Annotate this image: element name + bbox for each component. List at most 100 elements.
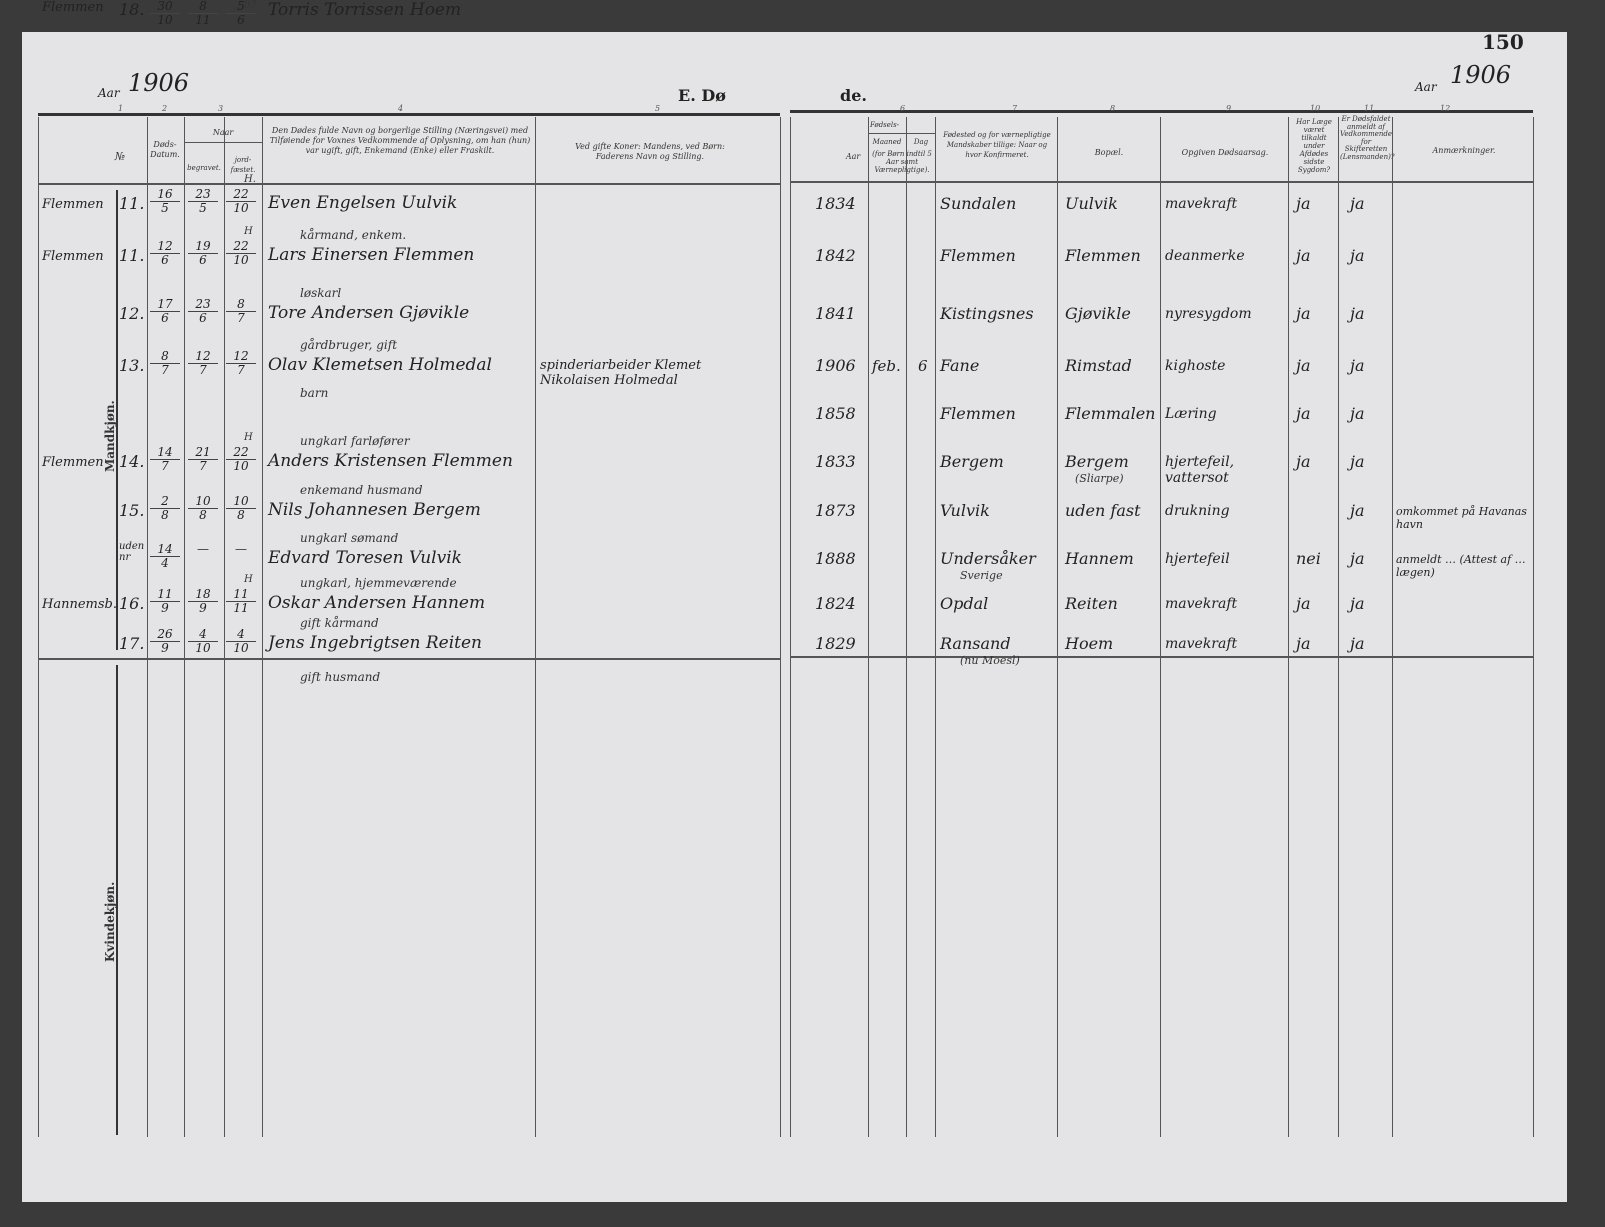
- entry-doctor: ja: [1296, 594, 1311, 613]
- rule: [184, 142, 262, 143]
- date-part: —: [197, 542, 209, 556]
- entry-birthplace: Fane: [940, 356, 980, 375]
- entry-buried-date: 4 10: [188, 628, 218, 655]
- entry-day: 6: [918, 357, 928, 375]
- date-part: 9: [161, 601, 169, 615]
- entry-residence: Hannem: [1065, 549, 1134, 568]
- entry-residence: Reiten: [1065, 594, 1118, 613]
- date-part: 11: [233, 601, 249, 615]
- entry-occupation: enkemand husmand: [300, 483, 423, 497]
- entry-reported: ja: [1350, 356, 1365, 375]
- entry-year: 1841: [815, 304, 856, 323]
- entry-earth-date: 22 10: [226, 188, 256, 215]
- rule: [869, 133, 935, 134]
- entry-no: 12.: [119, 304, 145, 323]
- column-rule: [935, 117, 936, 1137]
- column-rule: [1392, 117, 1393, 1137]
- date-part: 7: [237, 311, 245, 325]
- section-female: Kvindekjøn.: [103, 881, 117, 962]
- date-part: 17: [150, 298, 180, 312]
- date-part: 10: [233, 253, 249, 267]
- date-part: 4: [161, 556, 169, 570]
- entry-place: Flemmen: [42, 249, 104, 264]
- col-parent: Ved gifte Koner: Mandens, ved Børn: Fade…: [575, 142, 725, 161]
- entry-year: 1888: [815, 549, 856, 568]
- entry-doctor: ja: [1296, 194, 1311, 213]
- date-part: 4: [226, 628, 256, 642]
- page-number: 150: [1482, 30, 1524, 54]
- entry-died-date: 17 6: [150, 298, 180, 325]
- column-number: 7: [1012, 104, 1018, 113]
- entry-earth-date: 4 10: [226, 628, 256, 655]
- date-part: 8: [161, 508, 169, 522]
- column-rule: [790, 117, 791, 1137]
- date-part: —: [235, 542, 247, 556]
- entry-occupation: ungkarl farløfører: [300, 434, 410, 448]
- column-number: 10: [1310, 104, 1321, 113]
- entry-doctor: ja: [1296, 304, 1311, 323]
- entry-name: Even Engelsen Uulvik: [268, 193, 458, 213]
- date-part: 6: [237, 13, 245, 27]
- section-rule: [790, 656, 1533, 658]
- entry-residence: Flemmen: [1065, 246, 1141, 265]
- entry-name: Tore Andersen Gjøvikle: [268, 303, 470, 323]
- column-rule: [1160, 117, 1161, 1137]
- entry-earth-date: 22 10: [226, 240, 256, 267]
- entry-died-date: 12 6: [150, 240, 180, 267]
- column-rule: [262, 117, 263, 1137]
- entry-cause: kighoste: [1165, 358, 1226, 374]
- entry-no: 17.: [119, 634, 145, 653]
- date-part: 26: [150, 628, 180, 642]
- entry-residence: Uulvik: [1065, 194, 1118, 213]
- col-birth-note: (for Børn indtil 5 Aar samt Værnepligtig…: [872, 150, 932, 174]
- entry-cause: hjertefeil, vattersot: [1165, 454, 1235, 487]
- entry-doctor: ja: [1296, 452, 1311, 471]
- column-rule: [1338, 117, 1339, 1137]
- entry-occupation: gårdbruger, gift: [300, 338, 398, 352]
- right-page: [787, 32, 1567, 1202]
- entry-earth-mark: H: [244, 432, 253, 443]
- col-no: №: [114, 150, 126, 163]
- entry-residence: Flemmalen: [1065, 404, 1156, 423]
- entry-residence: Bergem: [1065, 452, 1129, 471]
- entry-name: Edvard Toresen Vulvik: [268, 548, 462, 568]
- column-number: 1: [118, 104, 124, 113]
- date-part: 4: [188, 628, 218, 642]
- date-part: 23: [188, 188, 218, 202]
- date-part: 11: [226, 588, 256, 602]
- entry-remarks: omkommet på Havanas havn: [1396, 505, 1527, 531]
- entry-birthplace: Vulvik: [940, 501, 990, 520]
- date-part: 9: [161, 641, 169, 655]
- entry-reported: ja: [1350, 194, 1365, 213]
- date-part: 11: [195, 13, 211, 27]
- entry-earth-mark: H: [244, 574, 253, 585]
- date-part: 19: [188, 240, 218, 254]
- column-number: 3: [218, 104, 224, 113]
- entry-name: Nils Johannesen Bergem: [268, 500, 481, 520]
- date-part: 22: [226, 240, 256, 254]
- entry-died-date: 14 4: [150, 543, 180, 570]
- header-bottom-rule: [38, 183, 780, 185]
- entry-earth-date: 12 7: [226, 350, 256, 377]
- date-part: 6: [161, 311, 169, 325]
- entry-cause: mavekraft: [1165, 636, 1238, 652]
- date-part: 12: [188, 350, 218, 364]
- entry-reported: ja: [1350, 246, 1365, 265]
- entry-cause: deanmerke: [1165, 248, 1245, 264]
- entry-occupation: gift kårmand: [300, 616, 379, 630]
- date-part: 22: [226, 188, 256, 202]
- date-part: 30: [150, 0, 180, 14]
- date-part: 10: [233, 201, 249, 215]
- column-rule: [1288, 117, 1289, 1137]
- date-part: 10: [233, 641, 249, 655]
- column-number: 12: [1440, 104, 1451, 113]
- entry-reported: ja: [1350, 549, 1365, 568]
- entry-place: Flemmen: [42, 455, 104, 470]
- entry-died-date: 14 7: [150, 446, 180, 473]
- column-number: 4: [398, 104, 404, 113]
- entry-doctor: ja: [1296, 246, 1311, 265]
- entry-place: Flemmen: [42, 0, 104, 15]
- entry-cause: nyresygdom: [1165, 306, 1252, 322]
- entry-no: 11.: [119, 194, 145, 213]
